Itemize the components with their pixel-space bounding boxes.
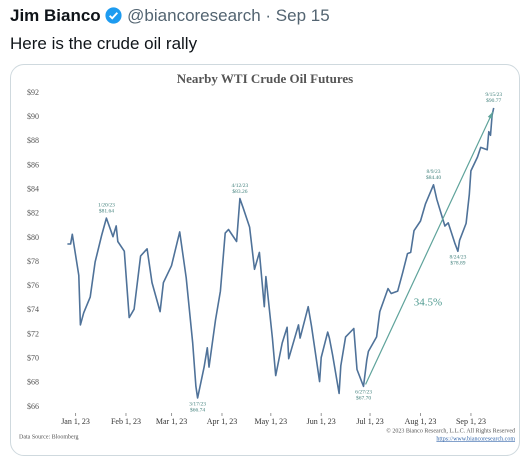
annotation-date: 9/15/23	[485, 92, 502, 98]
y-tick-label: $82	[27, 209, 39, 218]
arrow-label: 34.5%	[414, 297, 442, 309]
y-tick-label: $76	[27, 281, 39, 290]
x-tick-label: Jun 1, 23	[307, 417, 336, 426]
y-tick-label: $80	[27, 233, 39, 242]
x-tick-label: Jul 1, 23	[356, 417, 383, 426]
x-tick-label: Aug 1, 23	[405, 417, 437, 426]
y-tick-label: $84	[27, 184, 39, 193]
arrow-head	[487, 111, 493, 119]
chart-title: Nearby WTI Crude Oil Futures	[177, 71, 353, 86]
annotation-date: 8/9/23	[426, 169, 440, 175]
y-tick-label: $70	[27, 353, 39, 362]
x-tick-label: Jan 1, 23	[61, 417, 90, 426]
tweet-text: Here is the crude oil rally	[10, 34, 198, 53]
x-tick-label: Apr 1, 23	[207, 417, 237, 426]
tweet-date[interactable]: Sep 15	[275, 6, 330, 25]
y-tick-label: $90	[27, 112, 39, 121]
x-tick-label: Mar 1, 23	[156, 417, 187, 426]
y-tick-label: $74	[27, 305, 39, 314]
annotation-value: $67.70	[356, 395, 371, 402]
y-tick-label: $92	[27, 88, 39, 97]
annotation-date: 6/27/23	[355, 390, 372, 396]
annotation-date: 1/20/23	[98, 202, 115, 208]
tweet-header: Jim Bianco @biancoresearch · Sep 15	[10, 6, 330, 26]
annotation-value: $84.40	[426, 174, 441, 181]
url[interactable]: https://www.biancoresearch.com	[436, 436, 515, 442]
annotation-value: $83.26	[232, 188, 247, 195]
y-tick-label: $88	[27, 136, 39, 145]
handle[interactable]: @biancoresearch	[127, 6, 261, 25]
annotation-value: $78.89	[450, 260, 465, 267]
annotation-value: $81.64	[99, 207, 114, 214]
y-tick-label: $86	[27, 160, 39, 169]
verified-badge	[105, 7, 123, 24]
author-name[interactable]: Jim Bianco	[10, 6, 101, 25]
annotation-value: $66.74	[190, 406, 205, 413]
y-tick-label: $68	[27, 378, 39, 387]
separator: ·	[260, 6, 276, 25]
price-line	[67, 107, 495, 399]
source: Data Source: Bloomberg	[19, 434, 79, 440]
chart: Nearby WTI Crude Oil Futures Data Source…	[19, 71, 515, 442]
y-tick-label: $66	[27, 402, 39, 411]
trend-arrow	[365, 111, 494, 385]
annotation-date: 3/17/23	[189, 401, 206, 407]
annotation-value: $90.77	[486, 97, 501, 104]
tweet-image[interactable]: Nearby WTI Crude Oil Futures Data Source…	[10, 64, 520, 456]
x-tick-label: Sep 1, 23	[456, 417, 486, 426]
x-tick-label: May 1, 23	[254, 417, 287, 426]
annotation-date: 4/12/23	[231, 183, 248, 189]
x-tick-label: Feb 1, 23	[111, 417, 141, 426]
y-tick-label: $78	[27, 257, 39, 266]
copyright: © 2023 Bianco Research, L.L.C. All Right…	[386, 427, 515, 434]
y-tick-label: $72	[27, 329, 39, 338]
annotation-date: 8/24/23	[450, 255, 467, 261]
